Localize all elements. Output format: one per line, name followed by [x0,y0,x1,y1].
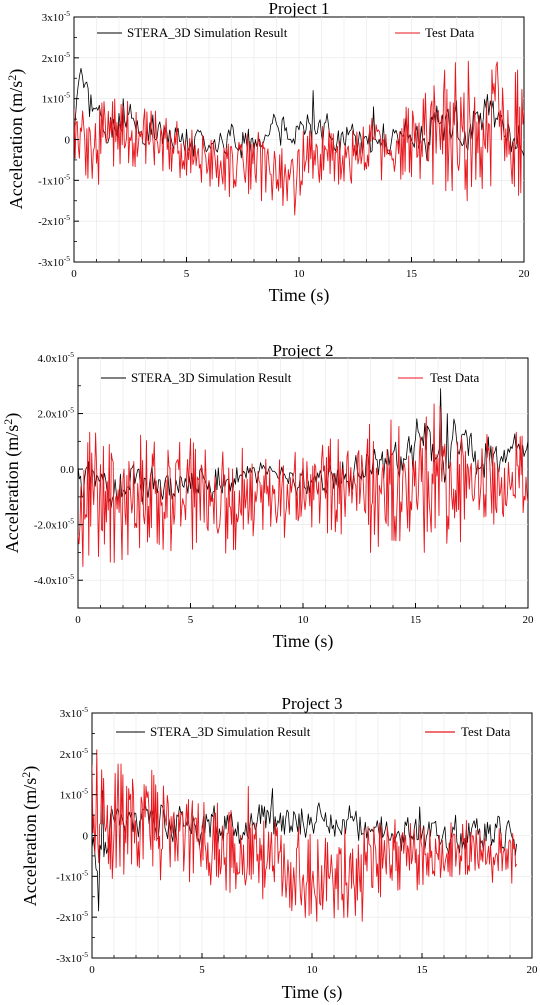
x-tick-label: 20 [523,614,535,626]
axis-ticks: 0 5 10 15 20 3x10-5 2x10-5 1x10-5 0 -1x10-5 -2x10-… [56,705,538,976]
x-tick-label: 10 [307,964,319,976]
x-tick-label: 15 [417,964,429,976]
legend-label-simulation: STERA_3D Simulation Result [131,370,292,385]
x-tick-label: 5 [184,268,190,280]
y-tick-label: 0 [83,831,89,843]
y-tick-label: -2x10-5 [38,213,70,228]
x-axis-title: Time (s) [269,285,330,306]
series-layer [74,60,524,216]
y-axis-title: Acceleration (m/s2) [19,766,41,906]
y-tick-label: 2.0x10-5 [38,406,75,421]
legend-label-test: Test Data [430,370,479,385]
x-tick-label: 20 [519,268,531,280]
legend-label-test: Test Data [461,724,510,739]
y-tick-label: 0 [65,135,71,147]
x-tick-label: 15 [406,268,418,280]
axis-ticks: 0 5 10 15 20 4.0x10-5 2.0x10-5 0.0 -2.0x10-5 -4.0… [34,350,534,626]
x-tick-label: 5 [199,964,205,976]
series-layer [78,388,528,567]
x-tick-label: 10 [294,268,306,280]
legend: STERA_3D Simulation Result Test Data [101,370,479,385]
x-tick-label: 5 [188,614,194,626]
y-tick-label: -1x10-5 [38,172,70,187]
series-line-test [74,60,524,216]
y-tick-label: -4.0x10-5 [34,572,74,587]
chart-title: Project 1 [269,0,330,18]
y-tick-label: 2x10-5 [60,746,88,761]
legend-label-simulation: STERA_3D Simulation Result [150,724,311,739]
series-line-test [78,403,528,567]
x-tick-label: 20 [527,964,539,976]
y-tick-label: -2x10-5 [56,909,88,924]
x-tick-label: 10 [298,614,310,626]
y-tick-label: -3x10-5 [38,254,70,269]
y-tick-label: 0.0 [60,464,74,476]
legend: STERA_3D Simulation Result Test Data [97,25,474,40]
chart-panel-project-1: Project 1 0 5 10 15 20 3x10-5 2x10-5 1x10-5 0 -1x… [5,0,530,306]
y-tick-label: 4.0x10-5 [38,350,75,365]
chart-panel-project-3: Project 3 0 5 10 15 20 3x10-5 2x10-5 1x10-5 0 -1x… [19,694,538,1003]
x-tick-label: 15 [410,614,422,626]
y-tick-label: 3x10-5 [42,9,70,24]
x-axis-title: Time (s) [273,631,334,652]
y-tick-label: 3x10-5 [60,705,88,720]
y-axis-title: Acceleration (m/s2) [1,413,23,553]
y-tick-label: 1x10-5 [60,787,88,802]
y-tick-label: -1x10-5 [56,868,88,883]
axis-ticks: 0 5 10 15 20 3x10-5 2x10-5 1x10-5 0 -1x10-5 -2x10-… [38,9,530,280]
grid [78,358,528,608]
legend: STERA_3D Simulation Result Test Data [116,724,510,739]
series-line-simulation [74,67,524,161]
x-tick-label: 0 [75,614,81,626]
y-tick-label: -2.0x10-5 [34,517,74,532]
legend-label-simulation: STERA_3D Simulation Result [127,25,288,40]
y-tick-label: -3x10-5 [56,950,88,965]
series-line-test [92,749,518,922]
x-axis-title: Time (s) [282,982,343,1003]
y-axis-title: Acceleration (m/s2) [5,69,27,209]
legend-label-test: Test Data [425,25,474,40]
chart-title: Project 3 [282,694,343,713]
x-tick-label: 0 [71,268,77,280]
y-tick-label: 1x10-5 [42,91,70,106]
chart-panel-project-2: Project 2 0 5 10 15 20 4.0x10-5 2.0x10-5 0.0 -2.… [1,341,534,652]
x-tick-label: 0 [89,964,95,976]
series-layer [92,749,518,922]
y-tick-label: 2x10-5 [42,50,70,65]
chart-title: Project 2 [273,341,334,360]
